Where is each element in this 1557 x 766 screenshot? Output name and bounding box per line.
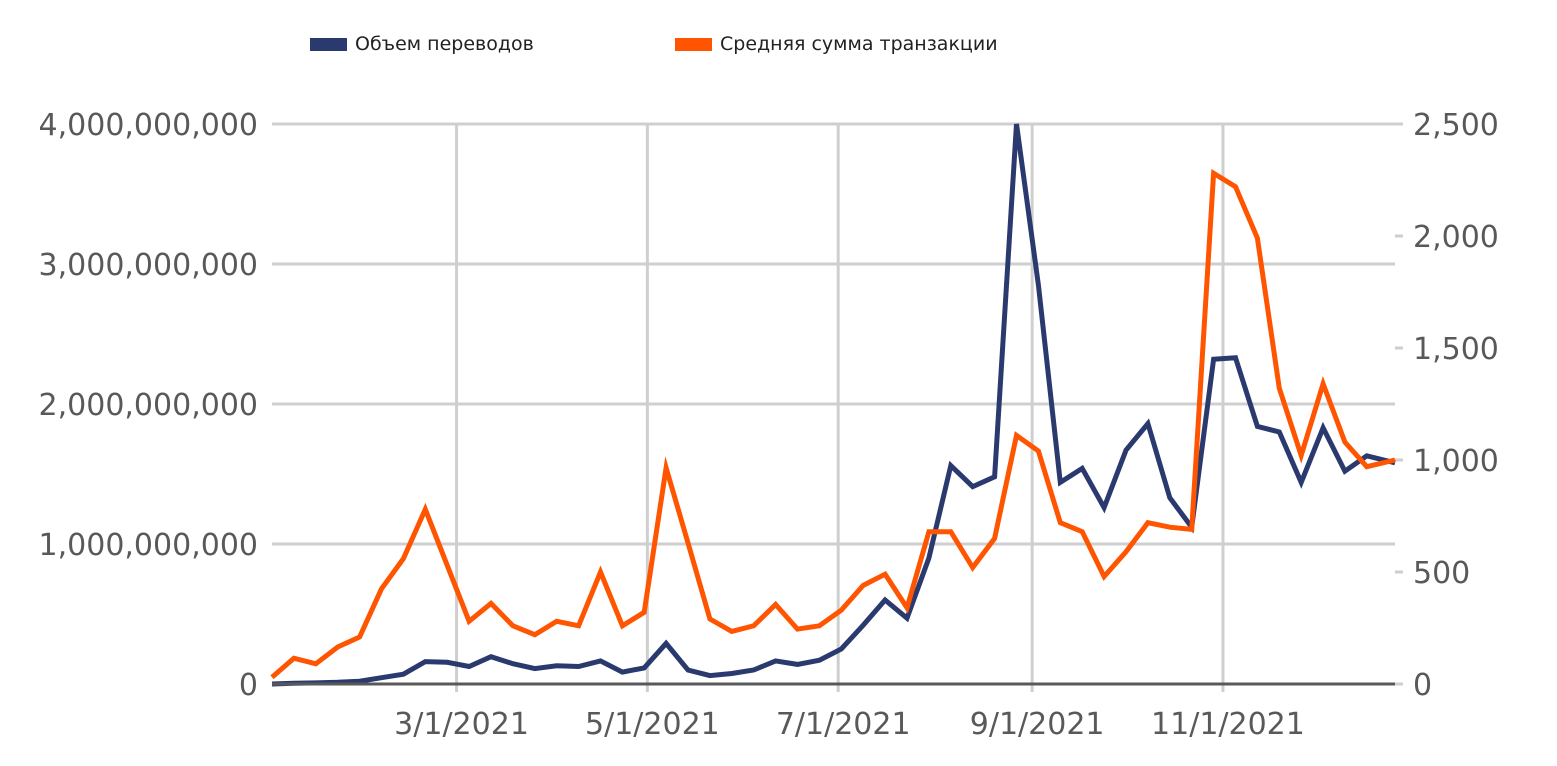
right-y-tick-label: 1,000 xyxy=(1413,444,1499,479)
legend-label-volume: Объем переводов xyxy=(355,33,534,55)
left-y-tick-label: 1,000,000,000 xyxy=(39,528,258,563)
right-y-tick-label: 0 xyxy=(1413,668,1432,703)
series-line-average xyxy=(270,168,1396,680)
x-tick-label: 3/1/2021 xyxy=(394,707,529,742)
legend-swatch-volume xyxy=(310,37,347,51)
legend-label-average: Средняя сумма транзакции xyxy=(720,33,998,55)
x-tick-label: 9/1/2021 xyxy=(970,707,1105,742)
left-y-tick-label: 3,000,000,000 xyxy=(39,248,258,283)
x-tick-label: 11/1/2021 xyxy=(1151,707,1305,742)
legend-item-volume: Объем переводов xyxy=(310,32,534,56)
left-y-tick-label: 2,000,000,000 xyxy=(39,388,258,423)
legend-item-average: Средняя сумма транзакции xyxy=(675,32,998,56)
right-y-axis: 2,500 2,000 1,500 1,000 500 0 xyxy=(1395,108,1499,703)
x-axis: 3/1/2021 5/1/2021 7/1/2021 9/1/2021 11/1/202… xyxy=(394,684,1305,742)
plot-lines xyxy=(270,123,1396,687)
x-tick-label: 7/1/2021 xyxy=(776,707,911,742)
right-y-tick-label: 2,500 xyxy=(1413,108,1499,143)
right-y-tick-label: 2,000 xyxy=(1413,220,1499,255)
legend-swatch-average xyxy=(675,37,712,51)
series-line-volume xyxy=(271,123,1396,687)
right-y-tick-label: 1,500 xyxy=(1413,332,1499,367)
left-y-axis: 4,000,000,000 3,000,000,000 2,000,000,000 1… xyxy=(39,108,258,703)
x-tick-label: 5/1/2021 xyxy=(585,707,720,742)
grid-lines xyxy=(272,122,1395,684)
left-y-tick-label: 0 xyxy=(239,668,258,703)
right-y-tick-label: 500 xyxy=(1413,556,1470,591)
left-y-tick-label: 4,000,000,000 xyxy=(39,108,258,143)
